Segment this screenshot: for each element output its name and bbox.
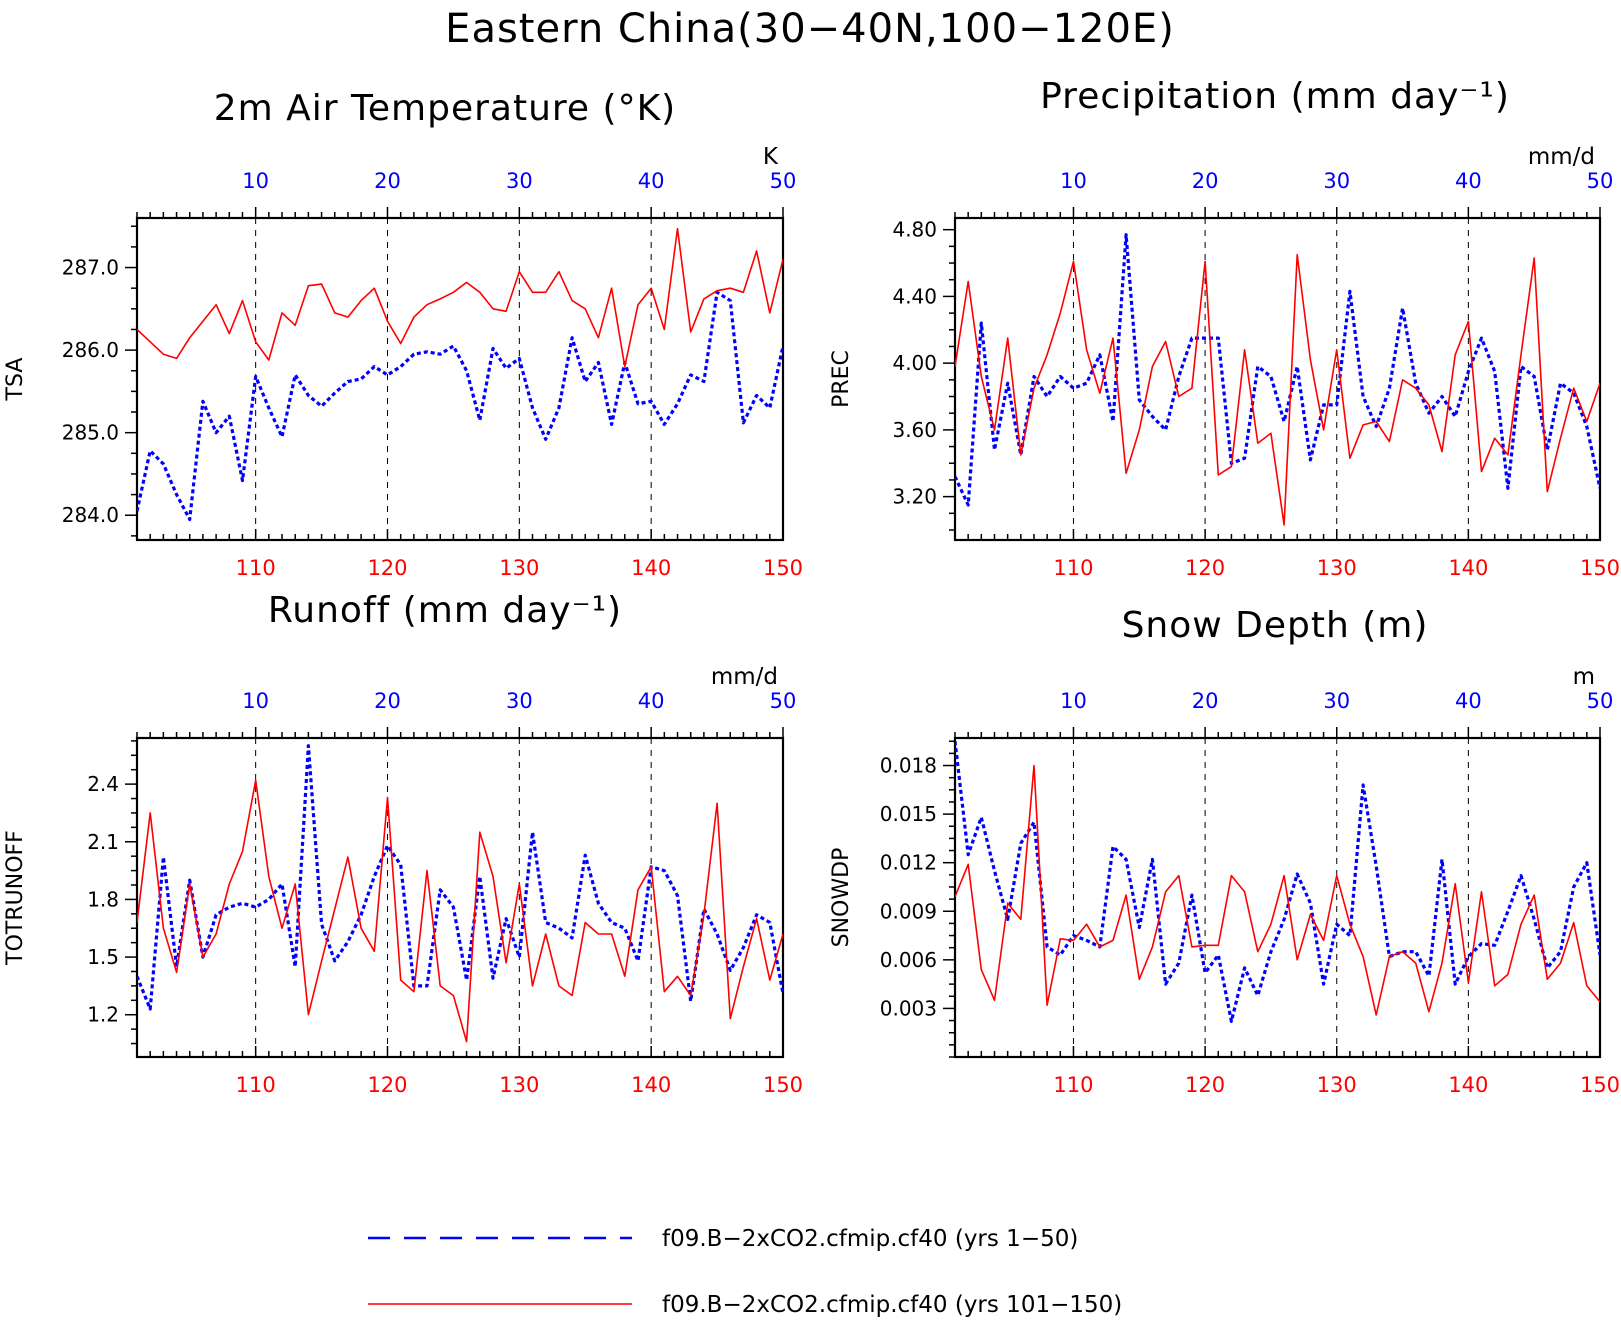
x-top-tick-label: 40 [1455, 169, 1482, 193]
x-top-tick-label: 40 [638, 169, 665, 193]
y-tick-label: 0.018 [880, 754, 937, 778]
series-red-solid-line [955, 253, 1600, 526]
x-tick-label: 120 [367, 1073, 407, 1097]
x-tick-label: 140 [1448, 1073, 1488, 1097]
series-red-solid-line [137, 227, 783, 368]
x-top-tick-label: 10 [1060, 169, 1087, 193]
plot-frame [953, 736, 1602, 1059]
x-tick-label: 140 [631, 556, 671, 580]
x-top-tick-label: 30 [1323, 169, 1350, 193]
x-top-tick-label: 30 [506, 689, 533, 713]
x-tick-label: 130 [1317, 1073, 1357, 1097]
x-tick-label: 120 [1185, 1073, 1225, 1097]
y-tick-label: 0.012 [880, 851, 937, 875]
x-tick-label: 120 [1185, 556, 1225, 580]
chart-prec: Precipitation (mm day⁻¹) 110 120 130 140 150 1… [829, 76, 1620, 580]
chart-tsa: 2m Air Temperature (°K) 110 120 130 140 150 10… [3, 88, 803, 580]
y-tick-label: 2.1 [87, 830, 119, 854]
y-tick-label: 1.5 [87, 945, 119, 969]
x-tick-label: 150 [1580, 1073, 1620, 1097]
y-axis-label: SNOWDP [829, 848, 854, 948]
x-tick-label: 140 [1448, 556, 1488, 580]
series-red-solid-line [137, 779, 783, 1043]
x-top-tick-label: 10 [1060, 689, 1087, 713]
x-tick-label: 120 [367, 556, 407, 580]
x-top-tick-label: 30 [1323, 689, 1350, 713]
unit-label: K [763, 144, 779, 170]
unit-label: mm/d [1528, 144, 1595, 170]
unit-label: mm/d [711, 664, 778, 690]
y-tick-label: 4.40 [892, 284, 937, 308]
x-tick-label: 150 [1580, 556, 1620, 580]
x-top-tick-label: 50 [1587, 169, 1614, 193]
y-tick-label: 0.006 [880, 948, 937, 972]
y-tick-label: 4.00 [892, 351, 937, 375]
x-tick-label: 110 [236, 556, 276, 580]
series-blue-dashed-line [955, 233, 1600, 507]
series-blue-dashed-line [137, 744, 783, 1011]
series-blue-dashed-line [137, 290, 783, 522]
x-top-tick-label: 40 [1455, 689, 1482, 713]
panel-title: 2m Air Temperature (°K) [214, 88, 676, 129]
y-tick-label: 287.0 [62, 256, 119, 280]
x-tick-label: 110 [236, 1073, 276, 1097]
y-tick-label: 284.0 [62, 503, 119, 527]
panel-title: Snow Depth (m) [1122, 605, 1429, 646]
y-tick-label: 4.80 [892, 218, 937, 242]
y-axis-label: TSA [3, 358, 28, 402]
y-tick-label: 1.2 [87, 1003, 119, 1027]
y-tick-label: 285.0 [62, 421, 119, 445]
unit-label: m [1573, 664, 1595, 690]
series-blue-dashed-line [955, 741, 1600, 1024]
y-tick-label: 3.60 [892, 418, 937, 442]
x-tick-label: 130 [499, 556, 539, 580]
x-top-tick-label: 10 [242, 689, 269, 713]
y-tick-label: 0.003 [880, 996, 937, 1020]
x-tick-label: 110 [1053, 556, 1093, 580]
y-tick-label: 2.4 [87, 772, 119, 796]
x-tick-label: 140 [631, 1073, 671, 1097]
y-tick-label: 1.8 [87, 887, 119, 911]
panel-title: Precipitation (mm day⁻¹) [1040, 76, 1510, 117]
plot-frame [953, 216, 1602, 542]
figure-title: Eastern China(30−40N,100−120E) [445, 6, 1175, 52]
x-top-tick-label: 20 [374, 169, 401, 193]
chart-totrunoff: Runoff (mm day⁻¹) 110 120 130 140 150 10 20 30 40… [3, 590, 803, 1097]
chart-panels: 2m Air Temperature (°K) 110 120 130 140 150 10… [3, 76, 1620, 1097]
x-tick-label: 130 [1317, 556, 1357, 580]
y-axis-label: PREC [829, 350, 854, 408]
legend: f09.B−2xCO2.cfmip.cf40 (yrs 1−50) f09.B−… [368, 1226, 1122, 1318]
y-axis-label: TOTRUNOFF [3, 830, 28, 966]
plot-frame [135, 736, 785, 1059]
y-tick-label: 0.015 [880, 802, 937, 826]
x-top-tick-label: 30 [506, 169, 533, 193]
legend-label-yrs-1-50: f09.B−2xCO2.cfmip.cf40 (yrs 1−50) [662, 1226, 1078, 1252]
y-tick-label: 0.009 [880, 899, 937, 923]
x-top-tick-label: 20 [374, 689, 401, 713]
x-top-tick-label: 50 [770, 169, 797, 193]
x-tick-label: 130 [499, 1073, 539, 1097]
plot-frame [135, 216, 785, 542]
y-tick-label: 286.0 [62, 338, 119, 362]
series-red-solid-line [955, 764, 1600, 1016]
x-top-tick-label: 50 [770, 689, 797, 713]
x-top-tick-label: 20 [1192, 689, 1219, 713]
x-top-tick-label: 20 [1192, 169, 1219, 193]
y-tick-label: 3.20 [892, 485, 937, 509]
legend-label-yrs-101-150: f09.B−2xCO2.cfmip.cf40 (yrs 101−150) [662, 1292, 1122, 1318]
panel-title: Runoff (mm day⁻¹) [268, 590, 622, 631]
x-top-tick-label: 40 [638, 689, 665, 713]
chart-snowdp: Snow Depth (m) 110 120 130 140 150 10 20 30 40 50m… [829, 605, 1620, 1097]
x-top-tick-label: 10 [242, 169, 269, 193]
x-tick-label: 110 [1053, 1073, 1093, 1097]
x-tick-label: 150 [763, 1073, 803, 1097]
x-top-tick-label: 50 [1587, 689, 1614, 713]
x-tick-label: 150 [763, 556, 803, 580]
